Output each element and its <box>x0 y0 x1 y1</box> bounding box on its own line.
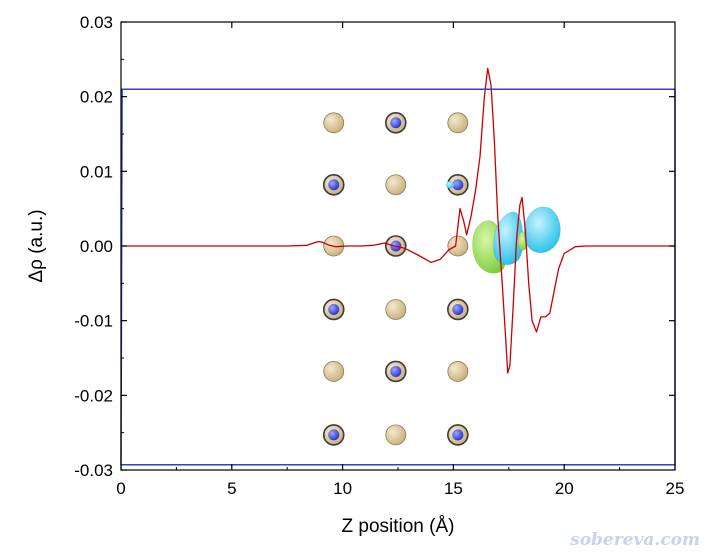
x-tick-label: 20 <box>555 479 574 498</box>
n-atom <box>452 303 464 315</box>
au-atom <box>447 112 469 134</box>
au-atom <box>323 361 345 382</box>
y-tick-label: -0.01 <box>74 312 113 331</box>
n-atom <box>452 429 464 441</box>
x-tick-label: 0 <box>116 479 125 498</box>
y-tick-label: -0.03 <box>74 461 113 480</box>
n-atom <box>390 365 402 377</box>
molecular-structure-overlay <box>322 112 561 446</box>
y-tick-label: 0.03 <box>80 13 113 32</box>
series-line-1 <box>121 67 675 374</box>
au-atom <box>385 174 407 196</box>
n-atom <box>390 117 402 129</box>
au-atom <box>447 235 469 257</box>
x-tick-label: 5 <box>227 479 236 498</box>
x-tick-label: 15 <box>444 479 463 498</box>
n-atom <box>328 429 340 441</box>
y-tick-label: 0.00 <box>80 237 113 256</box>
n-atom <box>452 179 464 191</box>
n-atom <box>328 179 340 191</box>
y-tick-label: -0.02 <box>74 386 113 405</box>
y-tick-label: 0.01 <box>80 162 113 181</box>
x-tick-label: 25 <box>666 479 685 498</box>
y-tick-label: 0.02 <box>80 88 113 107</box>
isosurface-positive-small <box>446 181 455 189</box>
axis-ticks: 0 5 10 15 20 25 0.03 0.02 0.01 0.00 -0.01 -0.02 -0.0… <box>74 13 684 498</box>
isosurface-positive-large <box>524 206 561 253</box>
au-atom <box>385 299 407 320</box>
series-line-2 <box>120 88 676 466</box>
y-axis-title: Δρ (a.u.) <box>26 209 47 282</box>
au-atom <box>447 361 469 382</box>
watermark: sobereva.com <box>569 530 700 550</box>
au-atom <box>323 112 345 134</box>
x-axis-title: Z position (Å) <box>342 516 455 537</box>
x-tick-label: 10 <box>333 479 352 498</box>
au-atom <box>385 424 407 446</box>
n-atom <box>328 303 340 315</box>
